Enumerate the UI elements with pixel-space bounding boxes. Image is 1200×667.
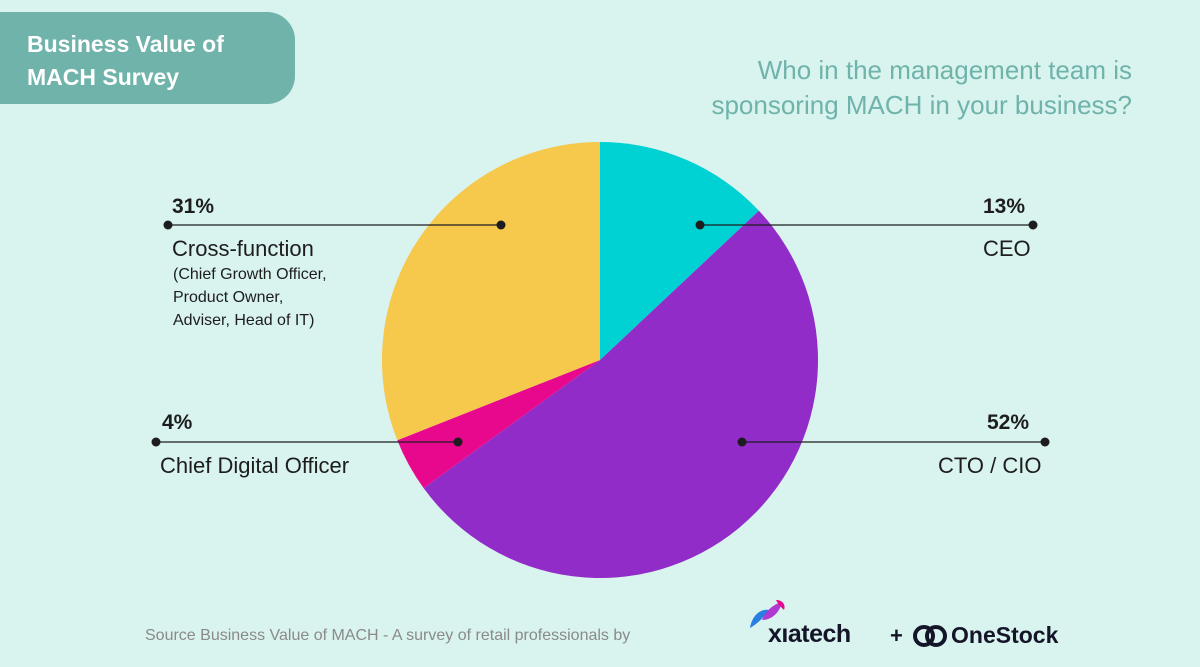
pie-slice-cto-cio [423,210,819,579]
cross-function-sublabel-3: Adviser, Head of IT) [173,312,315,329]
pie-slice-cross-function [381,142,600,441]
pie-slice-ceo [600,142,759,360]
question-line-1: Who in the management team is [757,55,1132,85]
cross-function-sublabel-1: (Chief Growth Officer, [173,266,327,283]
leader-dot-cto-cio-outer [1040,437,1050,447]
ceo-pct-label: 13% [983,195,1026,218]
source-footnote: Source Business Value of MACH - A survey… [145,627,631,644]
xiatech-logo-text: xıatech [768,620,851,648]
badge-title-line-2: MACH Survey [27,64,180,90]
leader-dot-cross-function-inner [496,220,506,230]
survey-badge: Business Value of MACH Survey [0,12,295,104]
logo-plus-sign: + [890,623,903,648]
cto-cio-label: CTO / CIO [938,453,1042,478]
leader-dot-cto-cio-inner [737,437,747,447]
cto-cio-pct-label: 52% [987,411,1030,434]
badge-title-line-1: Business Value of [27,31,224,57]
xiatech-logo-icon [750,600,785,628]
onestock-logo-icon [913,625,947,647]
leader-dot-cross-function-outer [163,220,173,230]
pie-slice-cdo [397,360,600,489]
cross-function-pct-label: 31% [172,195,215,218]
leader-dot-ceo-inner [695,220,705,230]
cdo-pct-label: 4% [162,411,193,434]
onestock-logo-text: OneStock [951,622,1059,648]
cdo-label: Chief Digital Officer [160,453,350,478]
leader-dot-cdo-inner [453,437,463,447]
cross-function-sublabel-2: Product Owner, [173,289,284,306]
question-line-2: sponsoring MACH in your business? [711,90,1132,120]
ceo-label: CEO [983,236,1031,261]
leader-dot-cdo-outer [151,437,161,447]
cross-function-label: Cross-function [172,236,314,261]
leader-dot-ceo-outer [1028,220,1038,230]
